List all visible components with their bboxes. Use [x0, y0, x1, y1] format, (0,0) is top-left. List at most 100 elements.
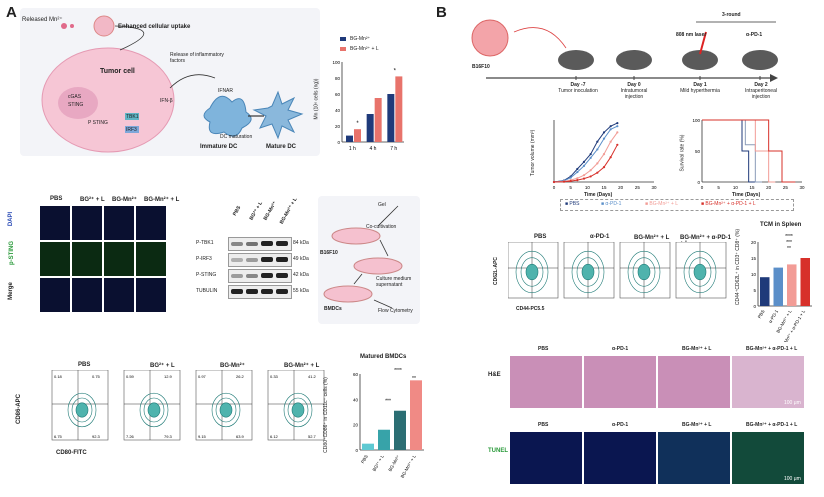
- schematic-drawing: [41, 15, 304, 153]
- flowa-contour-3-1: [287, 397, 309, 423]
- wb-col-4: BG-Mn²⁺ + L: [278, 196, 299, 226]
- survival-xtick-4: 20: [766, 185, 772, 190]
- survival-xlabel: Time (Days): [732, 192, 761, 198]
- coculture-drawing: [323, 205, 403, 309]
- flowa-contour-1-1: [143, 397, 165, 423]
- flowa-q3-0: 6.75: [54, 434, 63, 439]
- img-row-psting: p-STING: [9, 241, 15, 265]
- flowa-contour-3-0: [283, 392, 313, 428]
- survival-xtick-0: 0: [701, 185, 704, 190]
- growth-point-1-6: [596, 148, 599, 151]
- ifnar-label: IFNAR: [218, 88, 233, 94]
- flowa-q4-1: 79.3: [164, 434, 173, 439]
- mechanism-schematic: Released Mn²⁺ Enhanced cellular uptake T…: [20, 8, 320, 156]
- tumor-cell-label: Tumor cell: [100, 68, 135, 75]
- flowa-contour-1-0: [139, 392, 169, 428]
- tcm-contour-3-2: [693, 263, 707, 281]
- wb-kda-3: 42 kDa: [293, 272, 309, 278]
- tcm-bar-3: [800, 258, 810, 306]
- tcm-bar-ytick-0: 0: [753, 304, 756, 309]
- timeline-cell-label: B16F10: [472, 64, 490, 70]
- growth-xtick-6: 30: [651, 185, 657, 190]
- growth-svg: 0 5 10 15 20 25 30: [553, 120, 657, 190]
- bmdc-chart: Matured BMDCs CD80⁺CD86⁺ in CD11c⁺ cells…: [323, 354, 430, 492]
- tcm-contour-1-1: [576, 257, 600, 287]
- growth-xtick-3: 15: [601, 185, 607, 190]
- laser-label: 808 nm laser: [676, 32, 707, 38]
- uptake-xtick-0: 1 h: [349, 146, 356, 152]
- released-label: Released Mn²⁺: [22, 17, 63, 23]
- img-merge-1: [40, 278, 70, 312]
- he-img-3: [658, 356, 730, 408]
- round-label: 3-round: [722, 12, 741, 18]
- uptake-sig-3: *: [394, 68, 397, 74]
- he-images: H&E PBS α-PD-1 BG-Mn²⁺ + L BG-Mn²⁺ + α-P…: [488, 346, 818, 410]
- flowa-q1-2: 0.97: [198, 374, 207, 379]
- wb-strip-1: [228, 237, 292, 251]
- mature-dc-shape: [252, 90, 304, 140]
- step-3: Day 1 Mild hyperthermia: [680, 82, 720, 94]
- flowa-q4-0: 92.3: [92, 434, 101, 439]
- uptake-bar-0-0: [346, 135, 353, 142]
- tunel-images: TUNEL PBS α-PD-1 BG-Mn²⁺ + L BG-Mn²⁺ + α…: [488, 422, 818, 486]
- flowa-q1-0: 0.18: [54, 374, 63, 379]
- imaging-grid: PBS BG²⁺ + L BG-Mn²⁺ BG-Mn²⁺ + L DAPI p-…: [8, 196, 180, 316]
- growth-point-3-9: [616, 143, 619, 146]
- flowa-q2-1: 12.9: [164, 374, 173, 379]
- tcm-bar-sig-1: ***: [786, 240, 792, 246]
- growth-point-1-2: [569, 176, 572, 179]
- flowa-col-1: PBS: [78, 362, 91, 368]
- flowa-contour-0-2: [75, 402, 89, 418]
- bmdc-title: Matured BMDCs: [360, 354, 407, 360]
- bmdc-ytick-3: 60: [353, 372, 359, 377]
- flowa-q2-2: 26.2: [236, 374, 245, 379]
- uptake-ytick-0: 0: [337, 140, 340, 145]
- tcm-bar-ytick-4: 20: [751, 240, 757, 245]
- ifn-label: IFN-β: [160, 98, 173, 104]
- bmdc-bar-1: [378, 429, 390, 450]
- bmdc-xtick-2: BG-Mn²⁺: [387, 453, 401, 472]
- irf3-label: IRF3: [126, 127, 137, 133]
- wb-row-4: TUBULIN: [196, 288, 218, 294]
- gel-label: Gel: [378, 202, 386, 208]
- growth-point-3-2: [569, 179, 572, 183]
- flowa-contour-1-2: [147, 402, 161, 418]
- mouse-icon-2: [616, 50, 652, 70]
- tcm-chart-title: TCM in Spleen: [760, 222, 802, 228]
- uptake-arrow: [114, 25, 145, 51]
- tunel-scale: 100 μm: [784, 476, 801, 482]
- step-4: Day 2 Intraperitoneal injection: [745, 82, 777, 100]
- he-col-2: α-PD-1: [612, 346, 629, 352]
- mature-dc-label: Mature DC: [266, 144, 297, 150]
- tcm-contour-3-1: [688, 257, 712, 287]
- tcm-chart-ylabel: CD44⁺CD62L⁺ in CD3⁺ CD8⁺ (%): [735, 228, 742, 306]
- wb-strip-4: [228, 285, 292, 299]
- tcm-col-1: PBS: [534, 234, 547, 240]
- flowa-q2-3: 41.2: [308, 374, 317, 379]
- mn-ion-icon: [61, 23, 67, 29]
- immature-dc-label: Immature DC: [200, 144, 238, 150]
- he-img-2: [584, 356, 656, 408]
- legend-pbs: ■ PBS: [565, 201, 580, 207]
- growth-xtick-5: 25: [635, 185, 641, 190]
- he-col-1: PBS: [538, 346, 549, 352]
- img-sting-2: [72, 242, 102, 276]
- legend-combo: ■ BG-Mn²⁺ + α-PD-1 + L: [701, 201, 756, 207]
- tcm-contour-2-2: [637, 263, 651, 281]
- tcm-bar-xtick-0: PBS: [757, 309, 766, 319]
- img-col-2: BG²⁺ + L: [80, 197, 105, 203]
- wb-strip-2: [228, 253, 292, 267]
- bmdc-bar-0: [362, 443, 374, 450]
- growth-xlabel: Time (Days): [584, 192, 613, 198]
- cgas-label: cGAS: [68, 94, 82, 100]
- uptake-xtick-1: 4 h: [370, 146, 377, 152]
- flowa-contour-0-1: [71, 397, 93, 423]
- psting-label: P STING: [88, 120, 108, 126]
- survival-chart: Survival rate (%) 0 5 10 15 20 25 30 100 50 0 Tim…: [679, 114, 808, 200]
- flowa-ylabel: CD86-APC: [16, 393, 23, 425]
- flowa-q3-3: 6.12: [270, 434, 279, 439]
- growth-point-2-5: [589, 169, 592, 172]
- supernatant-label: Culture medium supernatant: [376, 276, 412, 288]
- tcm-bar-ytick-1: 5: [753, 288, 756, 293]
- survival-ytick-1: 50: [695, 149, 701, 154]
